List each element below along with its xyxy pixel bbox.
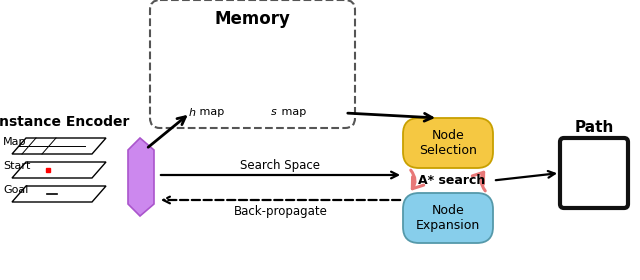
Text: Start: Start — [3, 161, 30, 171]
Text: Back-propagate: Back-propagate — [234, 204, 328, 218]
FancyBboxPatch shape — [403, 118, 493, 168]
FancyBboxPatch shape — [403, 193, 493, 243]
FancyBboxPatch shape — [150, 0, 355, 128]
Text: Path: Path — [574, 120, 614, 136]
Text: $h$: $h$ — [188, 106, 196, 118]
Text: map: map — [196, 107, 224, 117]
Text: Search Space: Search Space — [241, 160, 321, 172]
FancyArrowPatch shape — [472, 172, 485, 191]
Text: Node
Selection: Node Selection — [419, 129, 477, 157]
Polygon shape — [12, 186, 106, 202]
Text: Goal: Goal — [3, 185, 28, 195]
FancyArrowPatch shape — [411, 170, 424, 189]
Text: Map: Map — [3, 137, 26, 147]
Text: Memory: Memory — [214, 10, 291, 28]
Text: $s$: $s$ — [271, 107, 278, 117]
Polygon shape — [128, 138, 154, 216]
Text: Instance Encoder: Instance Encoder — [0, 115, 130, 129]
Text: Node
Expansion: Node Expansion — [416, 204, 480, 232]
FancyBboxPatch shape — [560, 138, 628, 208]
Text: A* search: A* search — [419, 174, 486, 187]
Polygon shape — [12, 138, 106, 154]
Text: map: map — [278, 107, 307, 117]
Polygon shape — [12, 162, 106, 178]
